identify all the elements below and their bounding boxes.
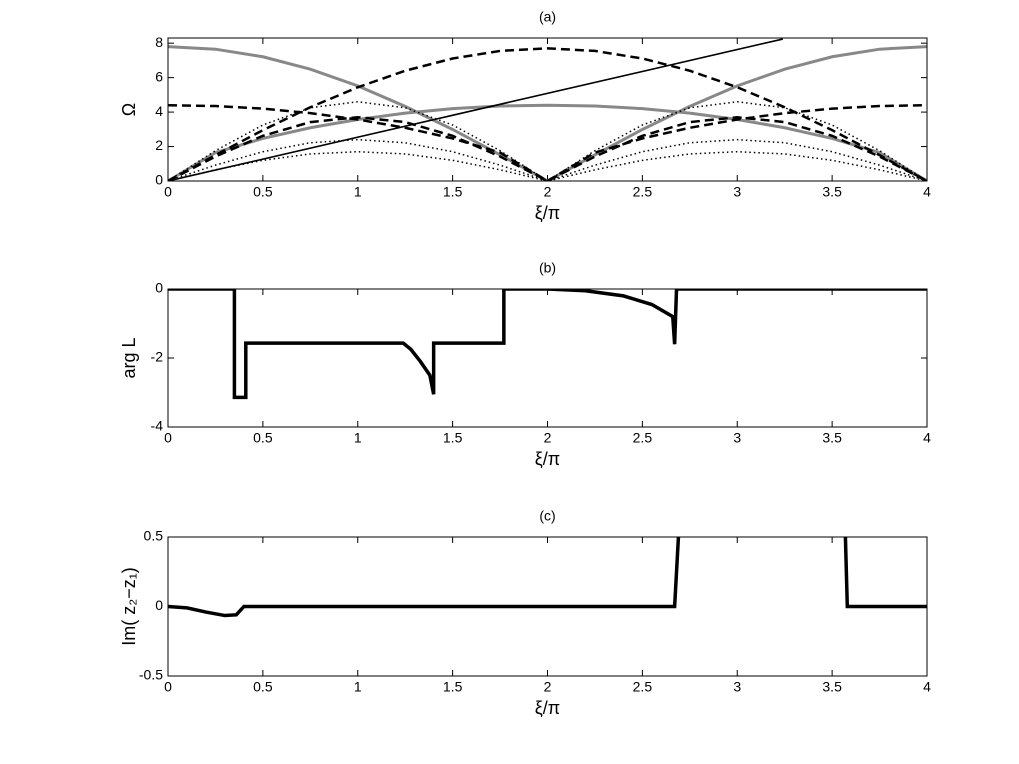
series-line (168, 47, 927, 181)
x-tick-label: 2 (544, 430, 552, 446)
x-tick-label: 1 (354, 679, 362, 695)
x-tick-label: 1.5 (443, 679, 463, 695)
x-tick-label: 4 (923, 679, 931, 695)
x-tick-label: 3.5 (822, 430, 842, 446)
x-tick-label: 3.5 (822, 184, 842, 200)
x-tick-label: 4 (923, 184, 931, 200)
series-line (168, 103, 927, 181)
axes-box (167, 37, 928, 182)
series-line (168, 537, 927, 618)
x-tick-label: 2 (544, 679, 552, 695)
x-tick-label: 0 (164, 184, 172, 200)
x-tick-label: 3.5 (822, 679, 842, 695)
axes-box (167, 288, 928, 428)
x-tick-label: 2 (544, 184, 552, 200)
y-axis-label: Ω (119, 103, 139, 116)
x-tick-label: 0.5 (253, 184, 273, 200)
y-tick-label: 0 (155, 172, 163, 188)
x-tick-label: 1.5 (443, 184, 463, 200)
panel-title: (b) (539, 260, 556, 276)
panel-title: (a) (539, 9, 556, 25)
x-tick-label: 3 (733, 430, 741, 446)
y-tick-label: 2 (155, 137, 163, 153)
x-tick-label: 0 (164, 430, 172, 446)
y-tick-label: 6 (155, 68, 163, 84)
series-line (168, 138, 927, 181)
x-axis-label: ξ/π (535, 698, 560, 718)
x-axis-label: ξ/π (535, 203, 560, 223)
x-tick-label: 0.5 (253, 430, 273, 446)
x-tick-label: 3 (733, 679, 741, 695)
y-tick-label: -2 (151, 349, 164, 365)
series-line (168, 38, 783, 181)
series-line (168, 45, 927, 181)
series-line (168, 103, 927, 181)
x-tick-label: 2.5 (633, 430, 653, 446)
x-tick-label: 0.5 (253, 679, 273, 695)
x-tick-label: 3 (733, 184, 741, 200)
x-tick-label: 1.5 (443, 430, 463, 446)
x-tick-label: 2.5 (633, 679, 653, 695)
y-tick-label: -0.5 (139, 667, 163, 683)
series-line (168, 289, 927, 400)
x-tick-label: 1 (354, 184, 362, 200)
y-tick-label: 0.5 (144, 528, 164, 544)
x-tick-label: 4 (923, 430, 931, 446)
axes-box (167, 536, 928, 677)
panel-title: (c) (539, 508, 555, 524)
y-axis-label: arg L (119, 337, 139, 378)
y-tick-label: 4 (155, 103, 163, 119)
y-axis-label: Im( z₂−z₁) (119, 567, 139, 646)
y-tick-label: -4 (151, 418, 164, 434)
y-tick-label: 0 (155, 597, 163, 613)
x-tick-label: 0 (164, 679, 172, 695)
y-tick-label: 0 (155, 280, 163, 296)
x-tick-label: 2.5 (633, 184, 653, 200)
x-axis-label: ξ/π (535, 449, 560, 469)
x-tick-label: 1 (354, 430, 362, 446)
y-tick-label: 8 (155, 34, 163, 50)
